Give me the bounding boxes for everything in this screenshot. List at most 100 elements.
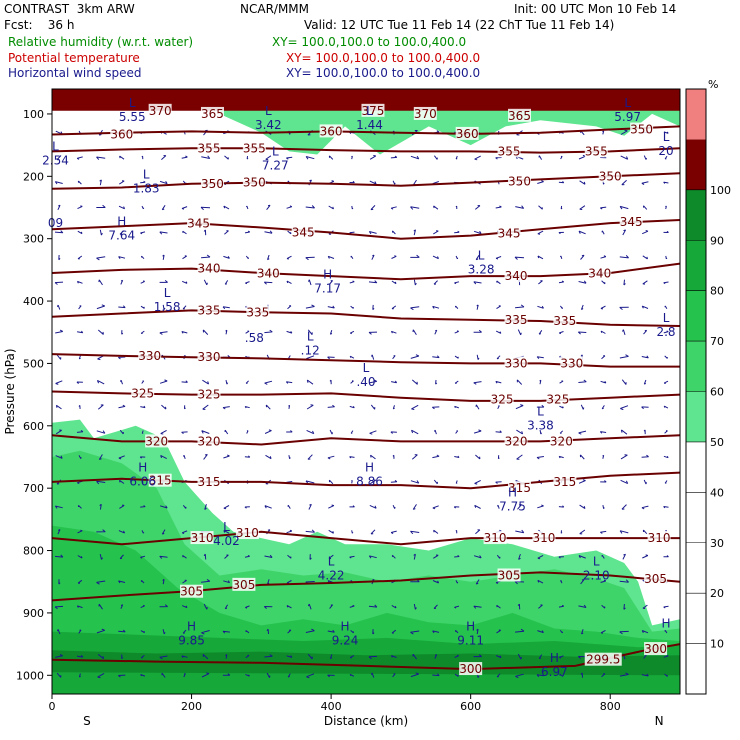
extremum-value: 8.86 — [356, 475, 383, 489]
wind-vector — [286, 255, 292, 260]
wind-vector — [496, 604, 501, 609]
wind-vector — [201, 254, 211, 259]
wind-vector — [642, 280, 648, 285]
wind-vector — [118, 305, 126, 309]
wind-vector — [664, 155, 668, 160]
axes: 100 200 300 400 500 600 700 800 900 1000 0 200 400 60… — [3, 108, 664, 728]
wind-vector — [600, 380, 607, 384]
wind-vector — [432, 255, 439, 260]
wind-vector — [329, 330, 333, 335]
wind-vector — [288, 455, 291, 460]
y-tick-label: 1000 — [16, 669, 44, 682]
colorbar: 10 20 30 40 50 60 70 80 90 100% — [685, 78, 731, 695]
wind-vector — [515, 304, 525, 309]
wind-vector — [121, 330, 124, 335]
theta-contour-325 — [51, 390, 681, 402]
wind-vector — [621, 379, 627, 385]
wind-vector — [413, 553, 416, 560]
wind-vector — [97, 329, 104, 335]
wind-vector — [118, 455, 125, 460]
wind-vector — [579, 180, 586, 185]
contour-label: 300 — [644, 642, 667, 656]
wind-vector — [118, 530, 126, 534]
wind-vector — [99, 553, 103, 560]
wind-vector — [224, 280, 229, 285]
wind-vector — [78, 355, 81, 360]
wind-vector — [641, 406, 649, 410]
wind-vector — [99, 503, 102, 510]
wind-vector — [181, 206, 188, 210]
wind-vector — [663, 455, 669, 459]
theta-contour-310 — [51, 530, 680, 546]
wind-vector — [434, 654, 438, 659]
wind-vector — [454, 230, 460, 234]
wind-vector — [78, 629, 82, 634]
wind-vector — [203, 454, 208, 460]
wind-vector — [621, 504, 627, 510]
wind-vector — [96, 580, 106, 585]
wind-vector — [118, 356, 126, 360]
wind-vector — [369, 504, 377, 509]
wind-vector — [349, 673, 355, 677]
wind-vector — [350, 630, 354, 634]
contour-label: 325 — [546, 393, 569, 407]
contour-label: 310 — [236, 526, 259, 540]
wind-vector — [391, 629, 397, 634]
wind-vector — [267, 254, 270, 261]
wind-vector — [578, 280, 587, 284]
wind-vector — [96, 480, 106, 485]
wind-vector — [496, 355, 501, 360]
south-label: S — [83, 714, 91, 728]
contour-label: 360 — [110, 128, 133, 142]
wind-vector — [641, 630, 649, 634]
wind-vector — [328, 554, 334, 559]
contour-label: 355 — [498, 144, 521, 158]
wind-vector — [620, 155, 629, 160]
wind-vector — [223, 580, 231, 584]
contour-label: 335 — [553, 314, 576, 328]
contour-label-bg — [483, 531, 507, 545]
wind-vector — [264, 329, 273, 334]
wind-vector — [202, 379, 210, 385]
wind-vector — [473, 281, 482, 285]
wind-vector — [245, 330, 250, 334]
wind-vector — [368, 331, 378, 335]
contour-label: 320 — [550, 434, 573, 448]
wind-vector — [305, 304, 315, 309]
wind-vector — [182, 554, 187, 559]
wind-vector — [390, 330, 397, 334]
wind-vector — [287, 504, 291, 509]
wind-vector — [391, 604, 397, 609]
wind-vector — [433, 554, 439, 559]
wind-vector — [473, 230, 482, 235]
y-axis-label: Pressure (hPa) — [3, 348, 17, 434]
wind-vector — [266, 204, 271, 211]
wind-vector — [620, 479, 629, 485]
wind-vector — [263, 281, 273, 285]
colorbar-label: 80 — [710, 285, 724, 298]
colorbar-segment — [686, 341, 706, 392]
wind-vector — [96, 529, 106, 533]
wind-vector — [58, 254, 61, 261]
wind-vector — [159, 555, 168, 559]
contour-label: 335 — [198, 303, 221, 317]
extremum-value: 5.97 — [614, 110, 641, 124]
init-time: Init: 00 UTC Mon 10 Feb 14 — [514, 2, 677, 16]
extremum-marker: L — [307, 330, 314, 344]
wind-vector — [392, 504, 396, 509]
wind-vector — [392, 355, 396, 360]
contour-label: 330 — [560, 356, 583, 370]
wind-vector — [454, 455, 460, 458]
wind-vector — [663, 506, 669, 509]
wind-vector — [307, 653, 313, 660]
contour-label-bg — [138, 348, 162, 362]
wind-vector — [77, 504, 82, 509]
wind-vector — [287, 305, 292, 310]
wind-vector — [433, 479, 438, 485]
wind-vector — [391, 380, 398, 384]
contour-label: 345 — [620, 215, 643, 229]
wind-vector — [97, 672, 105, 679]
contour-labels: 370 365 360 360 360 365 350 375 370 355 355 355 355 3… — [110, 103, 671, 676]
wind-vector — [99, 179, 102, 186]
contour-label: 365 — [508, 109, 531, 123]
